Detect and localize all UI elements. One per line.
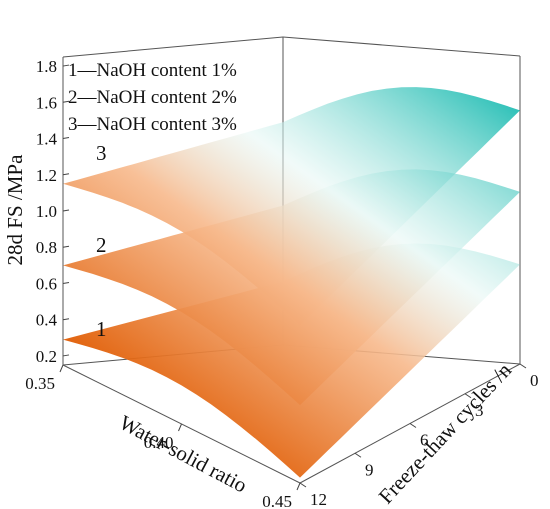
z-tick-mark	[62, 281, 70, 284]
x-axis-label: Water-solid ratio	[116, 410, 252, 497]
legend-entry-3: 3—NaOH content 3%	[68, 114, 237, 135]
z-tick-label: 1.6	[36, 93, 57, 112]
y-tick-label: 12	[310, 490, 327, 509]
y-axis-ticks: 0 3 6 9 12	[299, 363, 539, 509]
y-tick-mark	[354, 452, 362, 458]
z-tick-label: 1.4	[36, 130, 58, 149]
z-tick-label: 1.2	[36, 166, 57, 185]
y-tick-mark	[519, 363, 527, 369]
x-tick-mark	[59, 364, 64, 373]
y-tick-label: 0	[530, 371, 539, 390]
legend: 1—NaOH content 1% 2—NaOH content 2% 3—Na…	[68, 60, 237, 135]
y-tick-label: 9	[365, 460, 374, 479]
series-tag-2: 2	[96, 233, 107, 257]
z-tick-mark	[62, 245, 70, 248]
z-axis-ticks: 0.2 0.4 0.6 0.8 1.0 1.2 1.4 1.6 1.8	[36, 57, 70, 366]
frame-edge	[62, 36, 284, 58]
z-tick-mark	[62, 137, 70, 140]
x-tick-label: 0.35	[25, 374, 55, 393]
frame-edge	[282, 36, 521, 57]
y-tick-mark	[409, 423, 417, 428]
z-tick-mark	[62, 100, 70, 103]
y-tick-mark	[299, 482, 307, 488]
x-tick-label: 0.45	[262, 492, 292, 509]
z-tick-label: 1.0	[36, 202, 57, 221]
z-tick-label: 0.6	[36, 274, 57, 293]
legend-entry-2: 2—NaOH content 2%	[68, 87, 237, 108]
legend-entry-1: 1—NaOH content 1%	[68, 60, 237, 81]
z-axis-label: 28d FS /MPa	[3, 154, 27, 266]
x-axis-ticks: 0.35 0.40 0.45	[25, 364, 301, 509]
z-tick-label: 1.8	[36, 57, 57, 76]
z-tick-mark	[62, 318, 70, 321]
series-tag-1: 1	[96, 317, 107, 341]
series-tag-3: 3	[96, 141, 107, 165]
z-tick-label: 0.8	[36, 238, 57, 257]
z-tick-mark	[62, 354, 70, 357]
y-tick-label: 3	[475, 401, 484, 420]
y-tick-mark	[464, 393, 472, 399]
y-tick-label: 6	[420, 431, 429, 450]
surfaces	[63, 87, 520, 478]
z-tick-label: 0.2	[36, 347, 57, 366]
z-tick-mark	[62, 64, 70, 67]
z-tick-mark	[62, 173, 70, 176]
surface-3	[63, 87, 520, 326]
z-tick-mark	[62, 209, 70, 212]
x-tick-label: 0.40	[144, 433, 174, 452]
z-tick-label: 0.4	[36, 311, 58, 330]
x-tick-mark	[296, 482, 301, 491]
x-tick-mark	[178, 423, 182, 432]
